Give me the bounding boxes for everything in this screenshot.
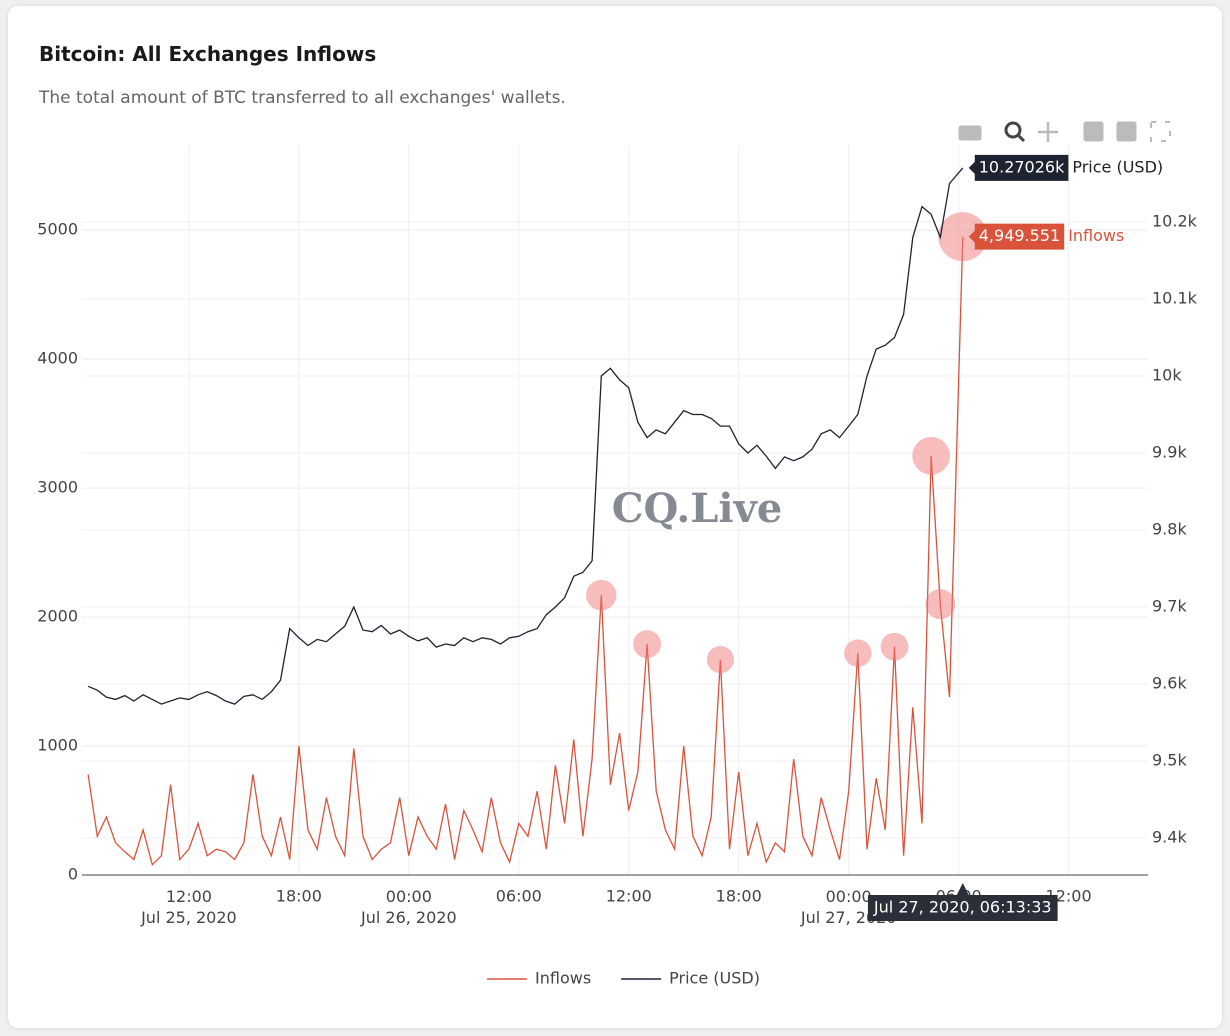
y2-tick-label: 9.9k [1152,443,1187,462]
hover-box [968,223,1065,250]
highlight-point [706,646,734,674]
y2-tick-label: 9.8k [1152,520,1187,539]
legend-label: Price (USD) [669,969,760,988]
series-line [87,167,964,705]
x-tick-label: 00:00 Jul 26, 2020 [360,887,457,927]
chart-subtitle: The total amount of BTC transferred to a… [39,88,566,108]
hover-x-label: Jul 27, 2020, 06:13:33 [867,883,1058,921]
y-tick-label: 4000 [37,349,78,368]
y2-tick-label: 9.5k [1152,751,1187,770]
y2-tick-label: 10k [1152,366,1182,385]
highlight-point [586,579,617,611]
y-tick-label: 3000 [37,478,78,497]
y2-tick-label: 9.6k [1152,674,1187,693]
camera-icon[interactable] [958,125,982,141]
series-line [87,236,964,866]
x-tick-label: 00:00 Jul 27, 2020 [800,887,897,927]
highlight-point [912,436,950,475]
reset-icon[interactable] [1150,121,1171,142]
x-tick-label: 12:00 [606,887,652,906]
y2-tick-label: 10.2k [1152,212,1198,231]
hover-value: 10.27026k [979,157,1065,176]
hover-box [968,154,1069,181]
zoom-out-icon[interactable] [1116,121,1137,142]
x-tick-label: 06:00 [496,887,542,906]
pan-icon[interactable] [1038,122,1058,142]
y-tick-label: 2000 [37,607,78,626]
zoom-in-icon[interactable] [1083,121,1104,142]
hover-label: 4,949.551 Inflows [968,223,1124,250]
zoom-icon[interactable] [1004,121,1022,139]
hover-x-text: Jul 27, 2020, 06:13:33 [873,898,1052,917]
highlight-point [633,630,662,659]
hover-value: 4,949.551 [979,226,1060,245]
hover-x-box [867,883,1058,921]
watermark: CQ.Live [612,485,783,532]
legend-label: Inflows [535,969,591,988]
y2-tick-label: 9.4k [1152,828,1187,847]
chart-title: Bitcoin: All Exchanges Inflows [39,42,377,66]
y2-tick-label: 9.7k [1152,597,1187,616]
highlight-point [844,639,872,667]
highlight-point [925,589,956,620]
zoom-icon-handle [1016,133,1026,143]
x-tick-label: 18:00 [276,887,322,906]
hover-series-name: Price (USD) [1072,157,1163,176]
x-tick-label: 12:00 Jul 25, 2020 [140,887,237,927]
y-tick-label: 5000 [37,220,78,239]
y2-tick-label: 10.1k [1152,289,1198,308]
hover-label: 10.27026k Price (USD) [968,154,1163,181]
highlight-point [880,632,909,661]
toolbar [958,121,1171,143]
y-tick-label: 0 [68,865,78,884]
hover-series-name: Inflows [1068,226,1124,245]
y-tick-label: 1000 [37,736,78,755]
x-tick-label: 18:00 [716,887,762,906]
